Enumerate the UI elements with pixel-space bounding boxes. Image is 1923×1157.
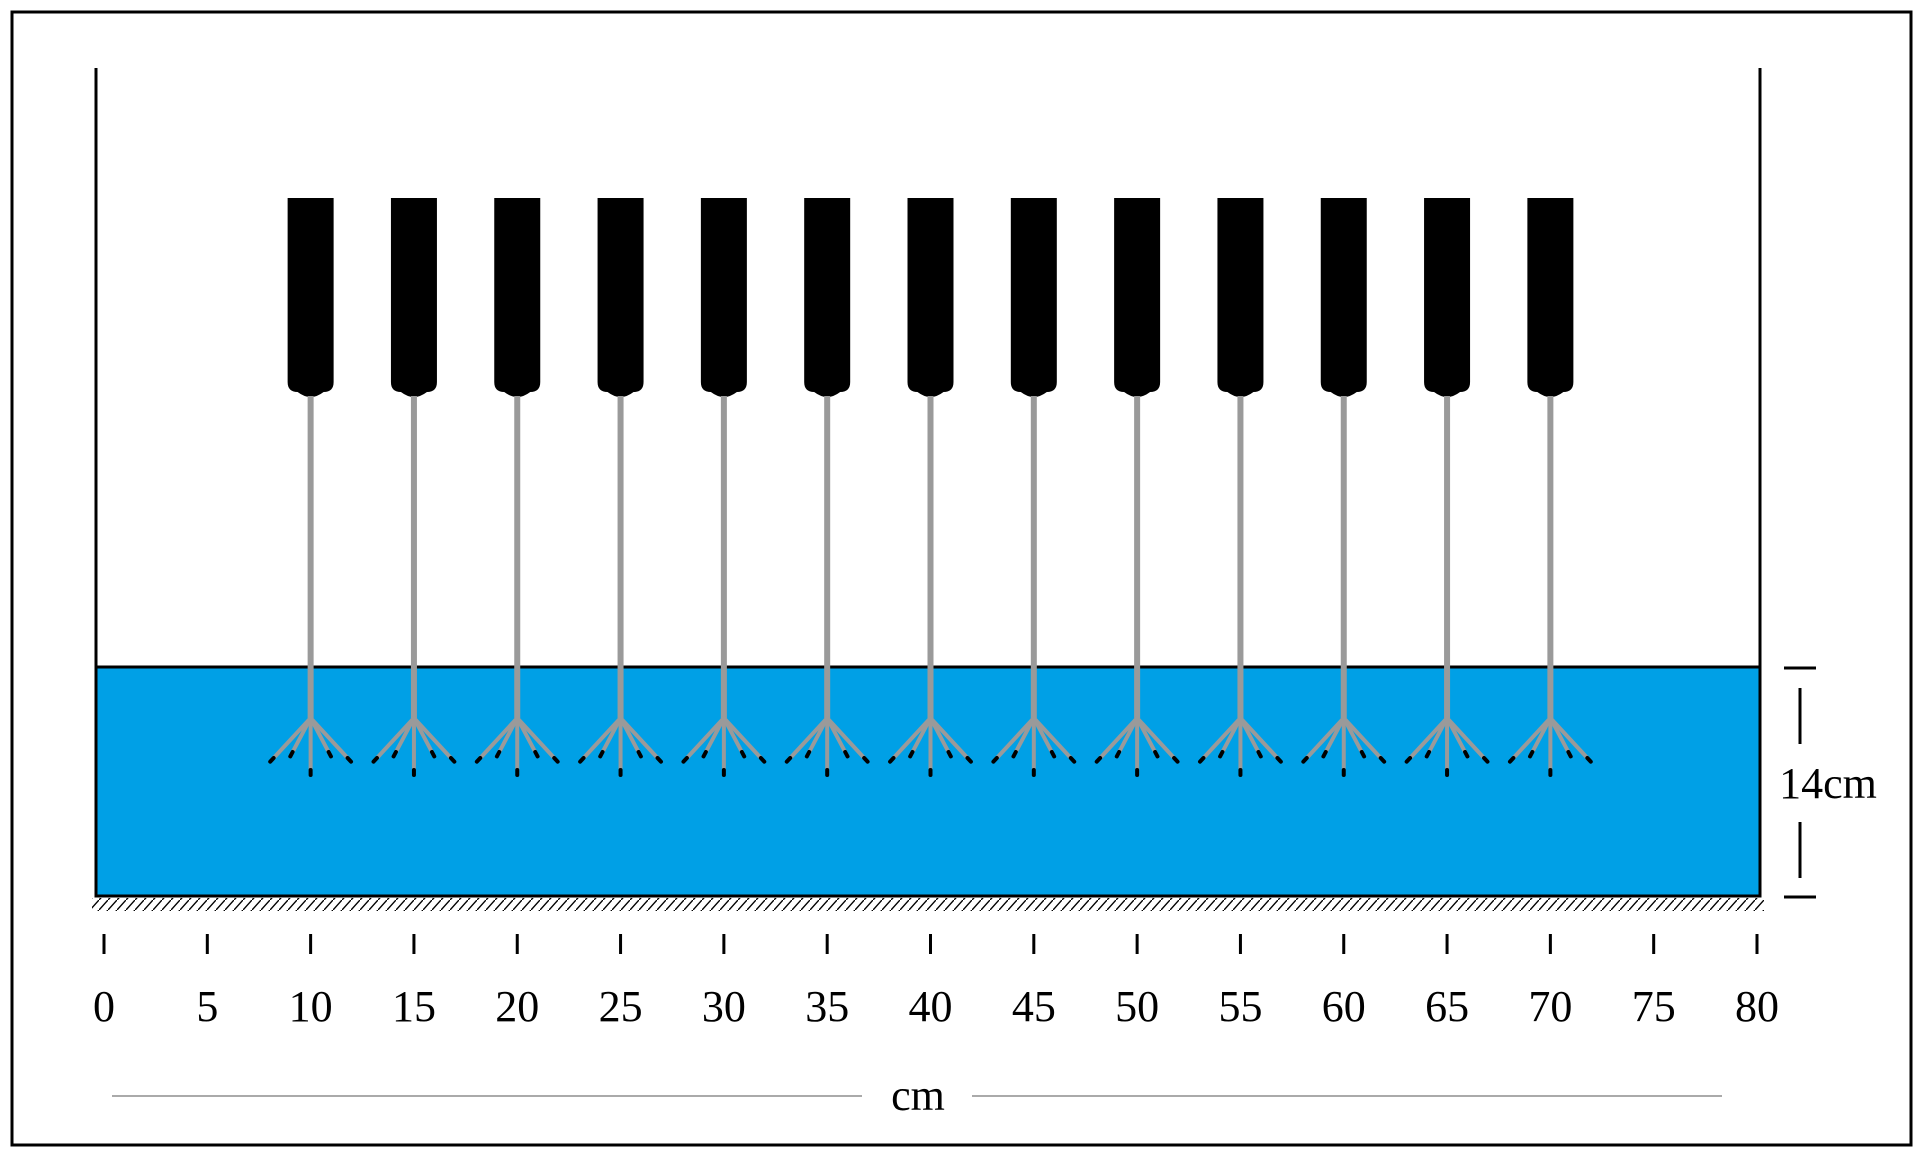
probe-rod (514, 396, 521, 718)
probe-tines (474, 716, 560, 777)
probe-tines (1301, 716, 1387, 777)
ruler-tick-label: 30 (702, 982, 746, 1031)
probe (681, 198, 767, 777)
ground-hatch (92, 898, 1764, 911)
probe-body (1320, 198, 1367, 397)
probe-body (1114, 198, 1161, 397)
ruler-tick-label: 50 (1115, 982, 1159, 1031)
probe-rod (1444, 396, 1451, 718)
ruler-tick-label: 60 (1322, 982, 1366, 1031)
probe-tines (1198, 716, 1283, 777)
ruler-tick-label: 5 (196, 982, 218, 1031)
probe (371, 198, 457, 777)
probe (578, 198, 663, 777)
probe-rod (307, 396, 314, 718)
probe-tines (1404, 716, 1490, 777)
ruler-tick-label: 70 (1528, 982, 1572, 1031)
probe (784, 198, 870, 777)
probe-tines (578, 716, 663, 777)
probe-tines (1094, 716, 1180, 777)
ruler-tick-label: 15 (392, 982, 436, 1031)
ruler-tick-label: 40 (909, 982, 953, 1031)
probe (1301, 198, 1387, 777)
ruler-tick-label: 65 (1425, 982, 1469, 1031)
probe-tines (991, 716, 1077, 777)
probe-body (1527, 198, 1574, 397)
ruler-tick-label: 35 (805, 982, 849, 1031)
ruler-tick-label: 75 (1632, 982, 1676, 1031)
probe-body (1217, 198, 1264, 397)
probe-tines (681, 716, 767, 777)
probe-rod (1237, 396, 1244, 718)
probe-rod (1030, 396, 1037, 718)
unit-label: cm (891, 1071, 945, 1120)
ruler-tick-label: 55 (1218, 982, 1262, 1031)
probe (991, 198, 1077, 777)
depth-label: 14cm (1779, 759, 1877, 808)
probe-tines (371, 716, 457, 777)
ruler-tick-label: 0 (93, 982, 115, 1031)
probe-rod (1547, 396, 1554, 718)
probe-body (597, 198, 644, 397)
probe-rod (1134, 396, 1141, 718)
probe-body (804, 198, 851, 397)
probe-body (390, 198, 437, 397)
probe-body (907, 198, 954, 397)
probe-rod (824, 396, 831, 718)
probe (888, 198, 973, 777)
probe-tines (784, 716, 870, 777)
probe-body (1010, 198, 1057, 397)
probe (1094, 198, 1180, 777)
probe-tines (268, 716, 354, 777)
probe (1507, 198, 1593, 777)
ruler-tick-label: 45 (1012, 982, 1056, 1031)
probe-rod (720, 396, 727, 718)
probe (1198, 198, 1283, 777)
probe-rod (617, 396, 624, 718)
probe-tines (1507, 716, 1593, 777)
probe-tines (888, 716, 973, 777)
probe (1404, 198, 1490, 777)
probes (268, 198, 1593, 777)
probe (268, 198, 354, 777)
probe-rod (410, 396, 417, 718)
probe-body (287, 198, 334, 397)
probe (474, 198, 560, 777)
ruler-tick-label: 80 (1735, 982, 1779, 1031)
probe-body (1424, 198, 1471, 397)
probe-body (700, 198, 747, 397)
depth-dimension: 14cm (1779, 666, 1877, 899)
ruler-tick-label: 10 (289, 982, 333, 1031)
probe-rod (1340, 396, 1347, 718)
outer-border (10, 10, 1913, 1147)
ruler-tick-label: 20 (495, 982, 539, 1031)
ruler: 0 5 10 15 20 25 30 35 40 45 50 55 60 65 70 75 80 (93, 934, 1779, 1031)
probe-rod (927, 396, 934, 718)
ruler-tick-label: 25 (599, 982, 643, 1031)
probe-body (494, 198, 541, 397)
